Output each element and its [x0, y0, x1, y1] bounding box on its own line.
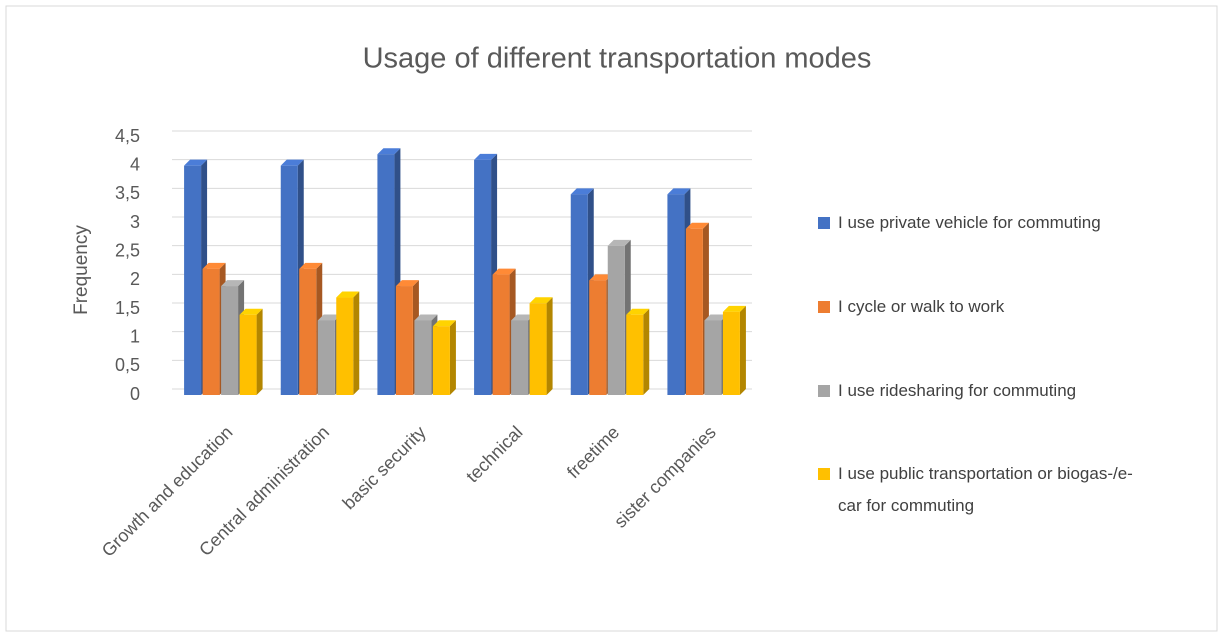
bar: [570, 194, 588, 395]
legend-label: I use private vehicle for commuting: [838, 213, 1101, 232]
y-tick-label: 2: [130, 269, 140, 289]
bar-top: [184, 159, 208, 166]
chart-title: Usage of different transportation modes: [363, 43, 872, 75]
y-tick-label: 0,5: [115, 355, 140, 375]
bar-top: [317, 314, 341, 321]
bar: [202, 268, 220, 395]
legend-label: I use ridesharing for commuting: [838, 381, 1077, 400]
bar: [377, 154, 395, 395]
bar: [704, 320, 722, 395]
bar-top: [432, 320, 456, 327]
legend-swatch: [818, 385, 830, 397]
bar: [589, 280, 607, 395]
bar: [239, 314, 257, 395]
bar: [280, 165, 298, 395]
y-axis-title: Frequency: [71, 225, 92, 315]
legend-label: I use public transportation or biogas-/e…: [838, 464, 1133, 515]
legend-item: I use private vehicle for commuting: [818, 207, 1198, 239]
bar-top: [299, 262, 323, 269]
bar-top: [414, 314, 438, 321]
legend-item: I use ridesharing for commuting: [818, 375, 1198, 407]
bar-top: [529, 297, 553, 304]
bar: [722, 311, 740, 395]
legend-swatch: [818, 217, 830, 229]
y-tick-label: 0: [130, 384, 140, 404]
legend-swatch: [818, 468, 830, 480]
bar: [685, 228, 703, 395]
bar-side: [739, 305, 746, 395]
bar-top: [474, 153, 498, 160]
bar-side: [256, 308, 263, 395]
bar-top: [704, 314, 728, 321]
y-tick-label: 4: [130, 154, 140, 174]
bar: [432, 326, 450, 395]
bar: [221, 286, 239, 395]
bar: [299, 268, 317, 395]
legend-swatch: [818, 301, 830, 313]
y-tick-label: 3: [130, 212, 140, 232]
legend-item: I use public transportation or biogas-/e…: [818, 458, 1198, 522]
bar: [667, 194, 685, 395]
bar-top: [377, 148, 401, 155]
bar-top: [626, 308, 650, 315]
legend-item: I cycle or walk to work: [818, 291, 1198, 323]
bar-side: [643, 308, 650, 395]
bar-top: [589, 274, 613, 281]
bar-top: [395, 280, 419, 287]
bar-top: [570, 188, 594, 195]
bar: [317, 320, 335, 395]
bar: [511, 320, 529, 395]
y-tick-label: 2,5: [115, 240, 140, 260]
bar: [474, 159, 492, 395]
bar: [336, 297, 354, 395]
bar-top: [685, 222, 709, 229]
bar: [395, 286, 413, 395]
bar: [607, 245, 625, 395]
legend-label: I cycle or walk to work: [838, 297, 1005, 316]
y-tick-label: 1: [130, 326, 140, 346]
bar-top: [221, 280, 245, 287]
bar-side: [546, 297, 553, 395]
bar-top: [336, 291, 360, 298]
bar-top: [280, 159, 304, 166]
y-tick-label: 1,5: [115, 298, 140, 318]
bar-top: [722, 305, 746, 312]
bar-top: [511, 314, 535, 321]
bar: [414, 320, 432, 395]
bar-top: [239, 308, 263, 315]
bar-top: [492, 268, 516, 275]
bar: [626, 314, 644, 395]
y-tick-label: 3,5: [115, 183, 140, 203]
bar-top: [202, 262, 226, 269]
bar-top: [667, 188, 691, 195]
bar: [184, 165, 202, 395]
bar: [529, 303, 547, 395]
bar-side: [449, 320, 456, 395]
bar: [492, 274, 510, 395]
bar-side: [353, 291, 360, 395]
bar-top: [607, 239, 631, 246]
y-tick-label: 4,5: [115, 126, 140, 146]
